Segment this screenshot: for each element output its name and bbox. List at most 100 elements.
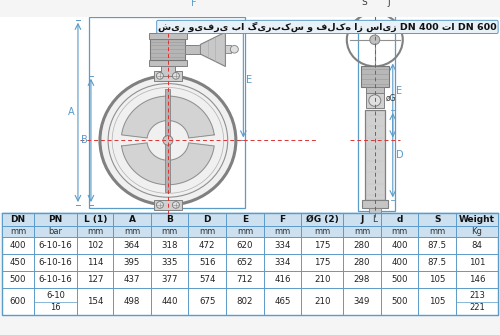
Text: 127: 127 [87,275,104,284]
Text: 500: 500 [10,275,26,284]
Bar [362,200,388,208]
Text: B: B [81,135,88,145]
Text: 364: 364 [124,241,140,250]
Bar [186,45,200,54]
Circle shape [156,202,164,208]
Text: شیر ویفری با گیربکس و فلکه از سایز DN 400 تا DN 600: شیر ویفری با گیربکس و فلکه از سایز DN 40… [158,22,496,32]
Text: S: S [434,215,440,224]
Text: 318: 318 [162,241,178,250]
Text: 146: 146 [468,275,485,284]
Bar [89,17,246,208]
Text: S: S [361,0,366,7]
Polygon shape [200,32,226,66]
Polygon shape [122,143,214,185]
Text: 87.5: 87.5 [428,241,447,250]
Text: mm: mm [314,227,330,236]
Text: 652: 652 [236,258,253,267]
Text: Kg: Kg [472,227,482,236]
Text: 498: 498 [124,297,140,306]
Text: 280: 280 [354,241,370,250]
Text: E: E [246,75,252,85]
Text: mm: mm [124,227,140,236]
Text: 105: 105 [429,275,446,284]
Text: mm: mm [87,227,104,236]
Text: 210: 210 [314,275,330,284]
Text: 395: 395 [124,258,140,267]
Text: F: F [280,215,285,224]
Text: F: F [191,0,196,8]
Text: bar: bar [48,227,62,236]
Text: 712: 712 [236,275,253,284]
Text: Weight: Weight [459,215,495,224]
Text: 105: 105 [429,297,446,306]
Text: E: E [396,86,402,96]
Bar [369,208,381,212]
Text: mm: mm [237,227,253,236]
Text: 221: 221 [469,304,484,313]
Text: 84: 84 [472,241,482,250]
Text: 400: 400 [392,258,408,267]
Text: 465: 465 [274,297,291,306]
Text: mm: mm [429,227,446,236]
Text: 450: 450 [10,258,26,267]
Text: 675: 675 [199,297,216,306]
Circle shape [156,73,164,79]
Text: 620: 620 [236,241,253,250]
Bar [0,17,500,213]
Bar [2,226,498,237]
Text: 600: 600 [10,297,26,306]
Text: 102: 102 [87,241,104,250]
Polygon shape [122,96,214,138]
Text: 16: 16 [50,304,61,313]
Bar [226,46,232,53]
Text: 154: 154 [87,297,104,306]
Text: 6-10-16: 6-10-16 [38,258,72,267]
Text: J: J [388,0,390,7]
Bar [157,20,179,25]
Text: mm: mm [10,227,26,236]
Circle shape [163,136,173,145]
Bar [358,7,395,211]
Text: J: J [360,215,364,224]
Text: 175: 175 [314,241,330,250]
Text: mm: mm [162,227,178,236]
Bar [361,66,389,87]
Text: DN: DN [10,215,26,224]
Text: 500: 500 [392,297,408,306]
Text: mm: mm [392,227,407,236]
Text: 335: 335 [162,258,178,267]
Text: 101: 101 [468,258,485,267]
Text: 377: 377 [162,275,178,284]
Text: 6-10: 6-10 [46,291,65,300]
Text: 6-10-16: 6-10-16 [38,275,72,284]
Text: 416: 416 [274,275,291,284]
Bar [149,33,187,39]
Text: 210: 210 [314,297,330,306]
Text: A: A [68,108,75,117]
Text: ØG (2): ØG (2) [306,215,338,224]
Bar [365,110,385,200]
Text: E: E [242,215,248,224]
Text: 802: 802 [236,297,253,306]
Text: 516: 516 [199,258,216,267]
Text: 87.5: 87.5 [428,258,447,267]
Bar [163,25,173,33]
Bar [161,66,175,76]
Bar [149,60,187,66]
Bar [154,200,182,210]
Bar [366,93,384,108]
Text: A: A [128,215,136,224]
Text: 334: 334 [274,258,291,267]
Bar [166,89,170,192]
Circle shape [172,202,180,208]
Circle shape [370,35,380,45]
Text: D: D [396,150,404,160]
Text: 472: 472 [199,241,216,250]
Text: 114: 114 [87,258,104,267]
Text: 349: 349 [354,297,370,306]
Text: mm: mm [354,227,370,236]
Text: 175: 175 [314,258,330,267]
Text: 437: 437 [124,275,140,284]
Circle shape [172,73,180,79]
Text: 500: 500 [392,275,408,284]
